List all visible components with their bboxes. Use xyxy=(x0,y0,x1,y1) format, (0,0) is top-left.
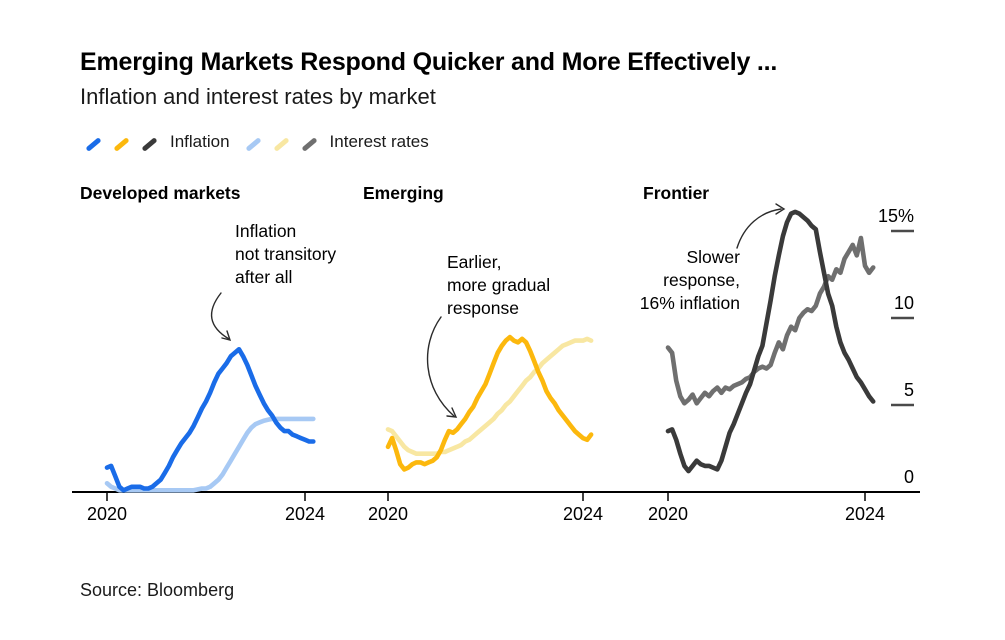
panel-title-developed-markets: Developed markets xyxy=(80,183,241,203)
annotation-line: response, xyxy=(663,270,740,290)
annotation-emerging: Earlier, more gradual response xyxy=(447,251,587,320)
legend-label-interest-rates: Interest rates xyxy=(329,132,429,151)
line-interest-rates xyxy=(385,336,594,457)
line-inflation xyxy=(385,334,594,472)
annotation-arrow-developed-head xyxy=(221,330,232,341)
annotation-line: more gradual xyxy=(447,275,551,295)
x-axis-label: 2020 xyxy=(368,504,408,524)
y-axis-label: 0 xyxy=(904,467,914,487)
legend-label-inflation: Inflation xyxy=(170,132,230,151)
annotation-arrow-emerging-head xyxy=(446,407,458,418)
chart-subtitle: Inflation and interest rates by market xyxy=(80,84,436,109)
annotation-line: after all xyxy=(235,267,293,287)
x-axis-label: 2024 xyxy=(285,504,325,524)
y-axis-label: 5 xyxy=(904,380,914,400)
annotation-arrow-frontier xyxy=(736,208,782,249)
x-axis-label: 2020 xyxy=(87,504,127,524)
annotation-line: 16% inflation xyxy=(639,293,740,313)
line-inflation xyxy=(665,209,876,474)
line-inflation xyxy=(104,346,316,493)
y-axis-label: 15% xyxy=(878,206,914,226)
annotation-arrow-emerging xyxy=(426,316,455,417)
line-interest-rates xyxy=(665,235,876,406)
x-axis-label: 2020 xyxy=(648,504,688,524)
x-axis-label: 2024 xyxy=(845,504,885,524)
chart-title: Emerging Markets Respond Quicker and Mor… xyxy=(80,48,778,76)
annotation-arrow-frontier-head xyxy=(775,203,786,215)
annotation-line: Inflation xyxy=(235,221,297,241)
annotation-line: response xyxy=(447,298,519,318)
annotation-line: Slower xyxy=(686,247,741,267)
line-interest-rates xyxy=(104,416,316,493)
annotation-line: Earlier, xyxy=(447,252,502,272)
legend: Inflation Interest rates xyxy=(80,130,439,154)
x-axis-label: 2024 xyxy=(563,504,603,524)
panel-title-frontier: Frontier xyxy=(643,183,710,203)
annotation-arrow-developed xyxy=(210,292,230,340)
y-axis-label: 10 xyxy=(894,293,914,313)
annotation-developed: Inflation not transitory after all xyxy=(235,220,375,289)
source-note: Source: Bloomberg xyxy=(80,580,235,600)
annotation-frontier: Slower response, 16% inflation xyxy=(600,246,740,315)
annotation-line: not transitory xyxy=(235,244,337,264)
panel-title-emerging: Emerging xyxy=(363,183,444,203)
